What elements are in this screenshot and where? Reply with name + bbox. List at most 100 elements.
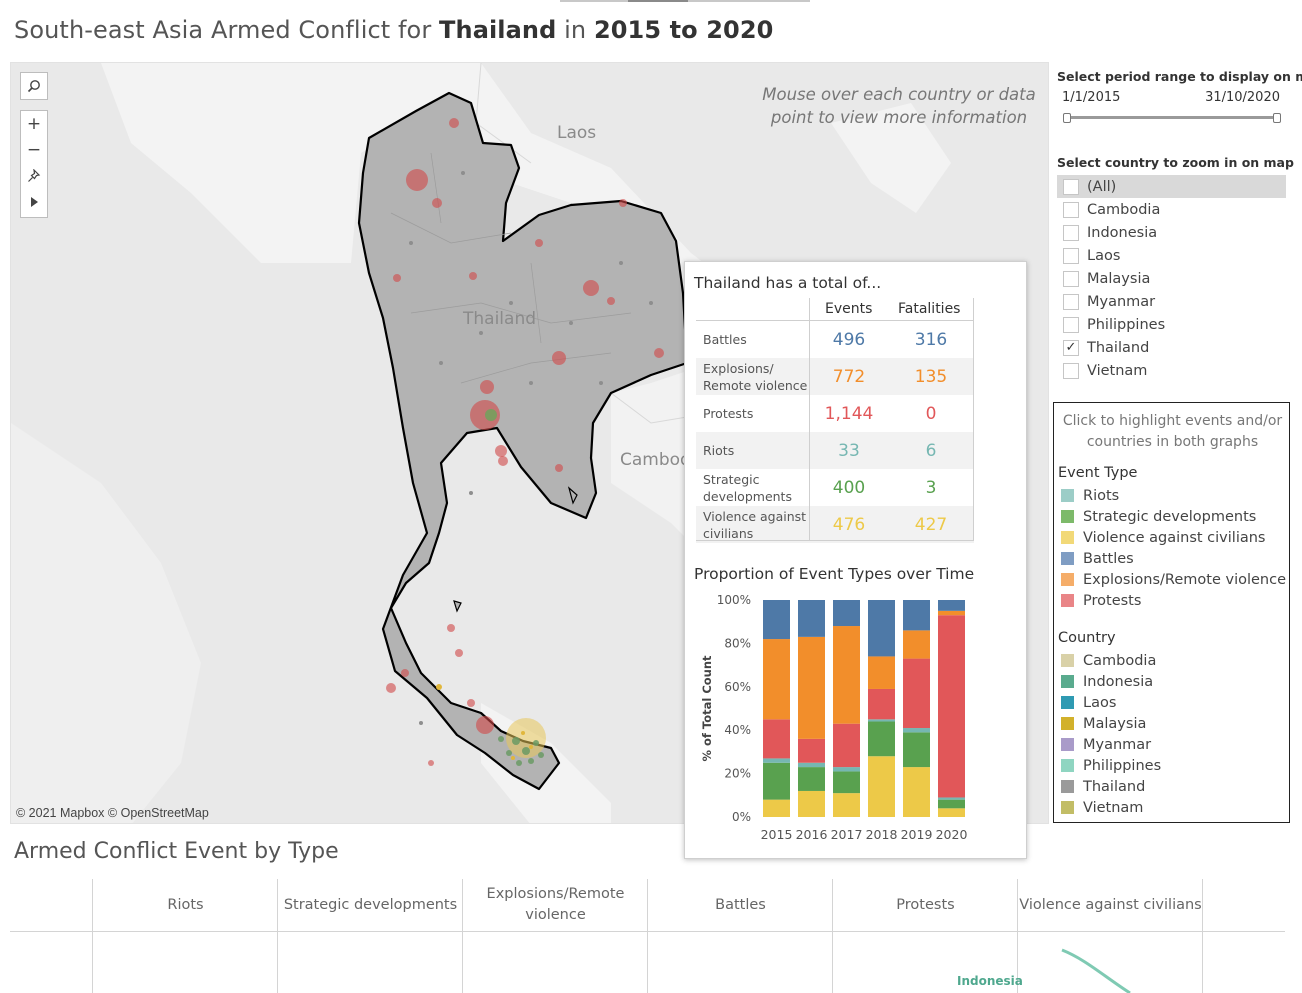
legend-item-protests[interactable]: Protests <box>1061 590 1141 611</box>
bar-segment-2019[interactable] <box>903 630 930 659</box>
legend-item-battles[interactable]: Battles <box>1061 548 1134 569</box>
bar-segment-2017[interactable] <box>833 793 860 817</box>
bar-segment-2017[interactable] <box>833 626 860 724</box>
map-search-tool[interactable] <box>20 72 48 100</box>
pin-icon[interactable] <box>21 163 47 189</box>
checkbox[interactable] <box>1063 201 1079 218</box>
checkbox[interactable] <box>1063 316 1079 333</box>
x-tick-label: 2017 <box>831 827 863 842</box>
checkbox[interactable] <box>1063 247 1079 264</box>
slider-end-handle[interactable] <box>1273 113 1281 123</box>
x-tick-label: 2015 <box>761 827 793 842</box>
slider-track[interactable] <box>1067 116 1277 119</box>
row-label: Explosions/ Remote violence <box>703 360 808 393</box>
country-option-label: Philippines <box>1087 316 1166 333</box>
bar-segment-2018[interactable] <box>868 600 895 657</box>
bar-segment-2019[interactable] <box>903 767 930 817</box>
bar-segment-2016[interactable] <box>798 600 825 637</box>
row-label: Battles <box>703 332 747 347</box>
conflict-map[interactable]: + − Mouse over each country or data poin… <box>10 62 1049 824</box>
country-option-myanmar[interactable]: Myanmar <box>1057 290 1286 313</box>
legend-item-philippines[interactable]: Philippines <box>1061 755 1161 776</box>
bar-segment-2017[interactable] <box>833 600 860 627</box>
country-option-cambodia[interactable]: Cambodia <box>1057 198 1286 221</box>
legend-item-cambodia[interactable]: Cambodia <box>1061 650 1156 671</box>
bar-segment-2018[interactable] <box>868 756 895 817</box>
event-by-type-grid: Riots Strategic developments Explosions/… <box>10 879 1285 993</box>
checkbox-checked[interactable]: ✓ <box>1063 339 1079 356</box>
fatalities-value: 135 <box>914 366 948 387</box>
country-option-all[interactable]: (All) <box>1057 175 1286 198</box>
legend-item-malaysia[interactable]: Malaysia <box>1061 713 1146 734</box>
legend-item-riots[interactable]: Riots <box>1061 485 1119 506</box>
bar-segment-2020[interactable] <box>938 615 965 798</box>
bar-segment-2015[interactable] <box>763 799 790 817</box>
country-heading: Select country to zoom in on map <box>1057 155 1294 170</box>
country-option-indonesia[interactable]: Indonesia <box>1057 221 1286 244</box>
bar-segment-2020[interactable] <box>938 799 965 809</box>
legend-item-strategic-developments[interactable]: Strategic developments <box>1061 506 1256 527</box>
bar-segment-2015[interactable] <box>763 758 790 763</box>
event-type-legend-title: Event Type <box>1058 465 1138 481</box>
bar-segment-2016[interactable] <box>798 767 825 791</box>
bar-segment-2020[interactable] <box>938 610 965 616</box>
country-option-label: Laos <box>1087 247 1121 264</box>
period-slider[interactable] <box>1063 113 1281 123</box>
bar-segment-2019[interactable] <box>903 732 930 768</box>
checkbox[interactable] <box>1063 178 1079 195</box>
country-option-laos[interactable]: Laos <box>1057 244 1286 267</box>
play-icon[interactable] <box>21 189 47 215</box>
bar-segment-2020[interactable] <box>938 600 965 611</box>
slider-start-handle[interactable] <box>1063 113 1071 123</box>
col-header-riots: Riots <box>167 896 204 913</box>
legend-item-indonesia[interactable]: Indonesia <box>1061 671 1153 692</box>
legend-item-thailand[interactable]: Thailand <box>1061 776 1145 797</box>
country-option-label: Thailand <box>1087 339 1150 356</box>
country-option-label: Malaysia <box>1087 270 1151 287</box>
bar-segment-2019[interactable] <box>903 728 930 733</box>
bar-segment-2019[interactable] <box>903 658 930 729</box>
bar-segment-2016[interactable] <box>798 762 825 768</box>
bar-segment-2020[interactable] <box>938 808 965 817</box>
checkbox[interactable] <box>1063 270 1079 287</box>
period-start: 1/1/2015 <box>1062 90 1121 105</box>
zoom-out-icon[interactable]: − <box>26 139 42 160</box>
bar-segment-2017[interactable] <box>833 767 860 772</box>
bar-segment-2015[interactable] <box>763 762 790 800</box>
country-tooltip: Thailand has a total of... Events Fatali… <box>684 261 1027 859</box>
checkbox[interactable] <box>1063 362 1079 379</box>
col-header-protests: Protests <box>896 896 955 913</box>
bar-segment-2015[interactable] <box>763 639 790 720</box>
country-option-philippines[interactable]: Philippines <box>1057 313 1286 336</box>
bar-segment-2017[interactable] <box>833 771 860 794</box>
legend-item-laos[interactable]: Laos <box>1061 692 1116 713</box>
bar-segment-2016[interactable] <box>798 790 825 817</box>
legend-item-vietnam[interactable]: Vietnam <box>1061 797 1143 818</box>
bar-segment-2018[interactable] <box>868 719 895 722</box>
country-option-vietnam[interactable]: Vietnam <box>1057 359 1286 382</box>
bar-segment-2020[interactable] <box>938 797 965 800</box>
checkbox[interactable] <box>1063 293 1079 310</box>
checkbox[interactable] <box>1063 224 1079 241</box>
bar-segment-2018[interactable] <box>868 721 895 757</box>
bar-segment-2015[interactable] <box>763 600 790 640</box>
bar-segment-2016[interactable] <box>798 738 825 763</box>
bar-segment-2017[interactable] <box>833 723 860 768</box>
country-option-malaysia[interactable]: Malaysia <box>1057 267 1286 290</box>
legend-item-explosions[interactable]: Explosions/Remote violence <box>1061 569 1286 590</box>
fatalities-value: 427 <box>914 514 948 535</box>
bar-segment-2016[interactable] <box>798 636 825 739</box>
bar-segment-2019[interactable] <box>903 600 930 631</box>
bar-segment-2018[interactable] <box>868 688 895 720</box>
x-tick-label: 2020 <box>936 827 968 842</box>
bar-segment-2015[interactable] <box>763 719 790 759</box>
country-option-label: Cambodia <box>1087 201 1161 218</box>
legend-item-myanmar[interactable]: Myanmar <box>1061 734 1151 755</box>
zoom-in-icon[interactable]: + <box>26 113 42 134</box>
bar-segment-2018[interactable] <box>868 656 895 689</box>
legend-item-violence-against-civilians[interactable]: Violence against civilians <box>1061 527 1265 548</box>
table-row: Explosions/ Remote violence 772 135 <box>696 358 974 395</box>
country-option-thailand[interactable]: ✓ Thailand <box>1057 336 1286 359</box>
events-value: 476 <box>832 514 866 535</box>
search-icon[interactable] <box>21 73 47 99</box>
